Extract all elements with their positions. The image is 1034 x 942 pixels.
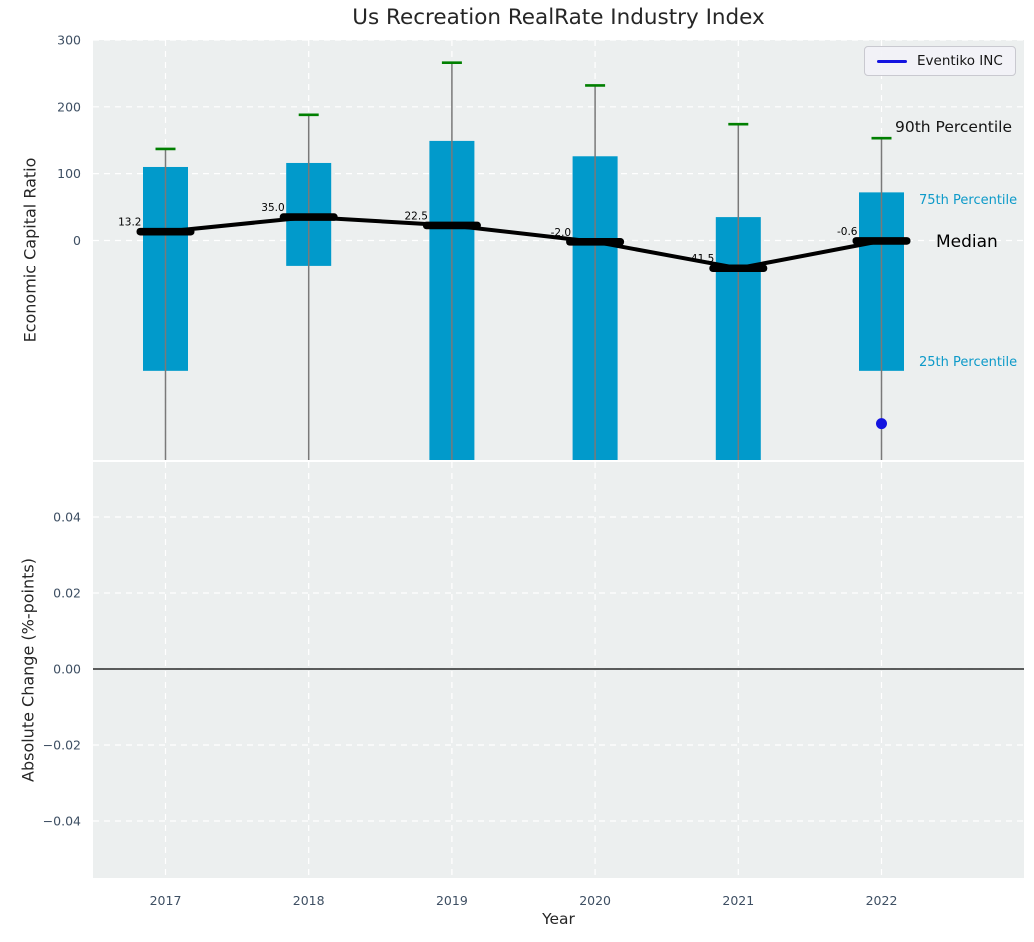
median-value-label-2021: -41.5 <box>687 253 714 265</box>
median-value-label-2020: -2.0 <box>551 227 572 239</box>
annotation-median: Median <box>936 232 998 252</box>
xtick-year-2019: 2019 <box>436 893 468 908</box>
ytick-top-200: 200 <box>57 99 81 114</box>
median-marker-2022 <box>852 237 911 245</box>
ytick-bottom-0.04: 0.04 <box>53 510 81 525</box>
median-value-label-2018: 35.0 <box>261 202 284 214</box>
ytick-top-100: 100 <box>57 166 81 181</box>
ytick-top-0: 0 <box>73 233 81 248</box>
ytick-top-300: 300 <box>57 32 81 47</box>
xtick-year-2021: 2021 <box>722 893 754 908</box>
ytick-bottom-−0.02: −0.02 <box>43 738 81 753</box>
median-value-label-2017: 13.2 <box>118 217 141 229</box>
legend: Eventiko INC <box>864 46 1016 76</box>
bottom-plot-background <box>93 462 1024 878</box>
annotation-90th-percentile: 90th Percentile <box>895 118 1013 136</box>
xtick-year-2018: 2018 <box>293 893 325 908</box>
legend-line-sample <box>877 59 907 63</box>
chart-title: Us Recreation RealRate Industry Index <box>352 5 765 30</box>
company-data-point <box>876 418 887 430</box>
median-marker-2019 <box>422 221 481 230</box>
annotation-75th-percentile: 75th Percentile <box>919 193 1018 208</box>
median-marker-2021 <box>709 264 768 273</box>
median-marker-2020 <box>566 238 625 246</box>
legend-label: Eventiko INC <box>917 53 1003 69</box>
annotation-25th-percentile: 25th Percentile <box>919 355 1018 370</box>
x-axis-label: Year <box>542 910 575 928</box>
ytick-bottom-−0.04: −0.04 <box>43 814 81 829</box>
ytick-bottom-0.00: 0.00 <box>53 662 81 677</box>
ytick-bottom-0.02: 0.02 <box>53 586 81 601</box>
xtick-year-2020: 2020 <box>579 893 611 908</box>
median-value-label-2022: -0.6 <box>837 226 858 238</box>
median-value-label-2019: 22.5 <box>405 210 428 222</box>
y-axis-label-bottom: Absolute Change (%-points) <box>18 558 38 782</box>
y-axis-label-top: Economic Capital Ratio <box>20 157 40 343</box>
median-marker-2017 <box>136 227 195 236</box>
median-marker-2018 <box>279 213 338 221</box>
xtick-year-2022: 2022 <box>866 893 898 908</box>
xtick-year-2017: 2017 <box>150 893 182 908</box>
